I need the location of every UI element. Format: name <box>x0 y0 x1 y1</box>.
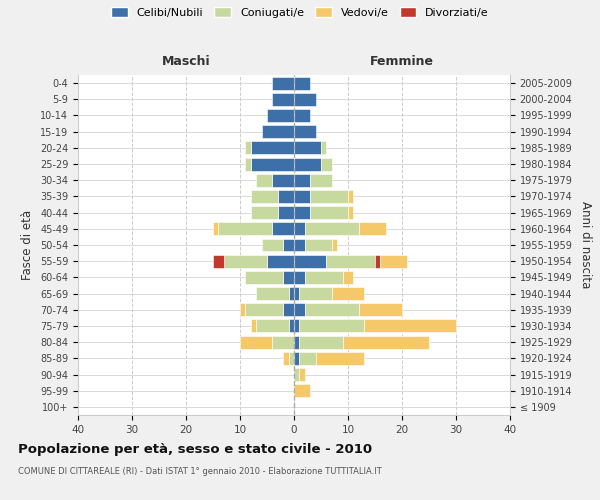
Bar <box>299 287 332 300</box>
Bar <box>283 352 289 365</box>
Bar <box>218 222 272 235</box>
Bar <box>262 238 283 252</box>
Bar <box>256 320 289 332</box>
Bar <box>343 271 353 284</box>
Bar <box>299 320 364 332</box>
Bar <box>289 352 294 365</box>
Bar <box>213 254 224 268</box>
Text: Popolazione per età, sesso e stato civile - 2010: Popolazione per età, sesso e stato civil… <box>18 442 372 456</box>
Bar <box>294 109 310 122</box>
Bar <box>343 336 429 348</box>
Bar <box>272 336 294 348</box>
Bar <box>359 222 386 235</box>
Bar <box>326 254 375 268</box>
Bar <box>294 287 299 300</box>
Bar <box>310 206 348 219</box>
Bar <box>332 238 337 252</box>
Bar <box>256 174 272 186</box>
Bar <box>310 190 348 203</box>
Bar <box>321 158 332 170</box>
Bar <box>251 142 294 154</box>
Bar <box>348 206 353 219</box>
Bar <box>294 368 299 381</box>
Bar <box>272 76 294 90</box>
Bar <box>299 336 343 348</box>
Y-axis label: Anni di nascita: Anni di nascita <box>579 202 592 288</box>
Bar <box>359 304 402 316</box>
Bar <box>310 174 332 186</box>
Bar <box>294 384 310 397</box>
Bar <box>305 304 359 316</box>
Bar <box>299 368 305 381</box>
Bar <box>289 287 294 300</box>
Bar <box>380 254 407 268</box>
Bar <box>294 174 310 186</box>
Bar <box>294 320 299 332</box>
Text: Femmine: Femmine <box>370 55 434 68</box>
Bar <box>267 254 294 268</box>
Bar <box>294 93 316 106</box>
Bar <box>294 271 305 284</box>
Bar <box>256 287 289 300</box>
Bar <box>305 238 332 252</box>
Bar <box>294 190 310 203</box>
Legend: Celibi/Nubili, Coniugati/e, Vedovi/e, Divorziati/e: Celibi/Nubili, Coniugati/e, Vedovi/e, Di… <box>107 2 493 22</box>
Bar <box>321 142 326 154</box>
Bar <box>245 271 283 284</box>
Bar <box>251 320 256 332</box>
Bar <box>267 109 294 122</box>
Bar <box>294 76 310 90</box>
Bar <box>213 222 218 235</box>
Bar <box>283 238 294 252</box>
Bar <box>272 174 294 186</box>
Bar <box>262 125 294 138</box>
Bar <box>375 254 380 268</box>
Bar <box>294 158 321 170</box>
Bar <box>289 320 294 332</box>
Bar <box>294 238 305 252</box>
Bar <box>251 206 278 219</box>
Bar <box>240 336 272 348</box>
Bar <box>294 142 321 154</box>
Bar <box>240 304 245 316</box>
Bar <box>348 190 353 203</box>
Bar <box>294 336 299 348</box>
Bar <box>316 352 364 365</box>
Bar <box>278 206 294 219</box>
Bar <box>294 254 326 268</box>
Bar <box>305 222 359 235</box>
Bar <box>251 190 278 203</box>
Bar <box>299 352 316 365</box>
Bar <box>224 254 267 268</box>
Text: COMUNE DI CITTAREALE (RI) - Dati ISTAT 1° gennaio 2010 - Elaborazione TUTTITALIA: COMUNE DI CITTAREALE (RI) - Dati ISTAT 1… <box>18 468 382 476</box>
Bar <box>245 158 251 170</box>
Bar <box>251 158 294 170</box>
Bar <box>272 93 294 106</box>
Bar <box>364 320 456 332</box>
Bar <box>294 304 305 316</box>
Bar <box>245 304 283 316</box>
Bar <box>294 125 316 138</box>
Bar <box>305 271 343 284</box>
Text: Maschi: Maschi <box>161 55 211 68</box>
Bar <box>294 206 310 219</box>
Bar <box>283 271 294 284</box>
Bar <box>283 304 294 316</box>
Y-axis label: Fasce di età: Fasce di età <box>22 210 34 280</box>
Bar <box>278 190 294 203</box>
Bar <box>272 222 294 235</box>
Bar <box>332 287 364 300</box>
Bar <box>294 222 305 235</box>
Bar <box>294 352 299 365</box>
Bar <box>245 142 251 154</box>
